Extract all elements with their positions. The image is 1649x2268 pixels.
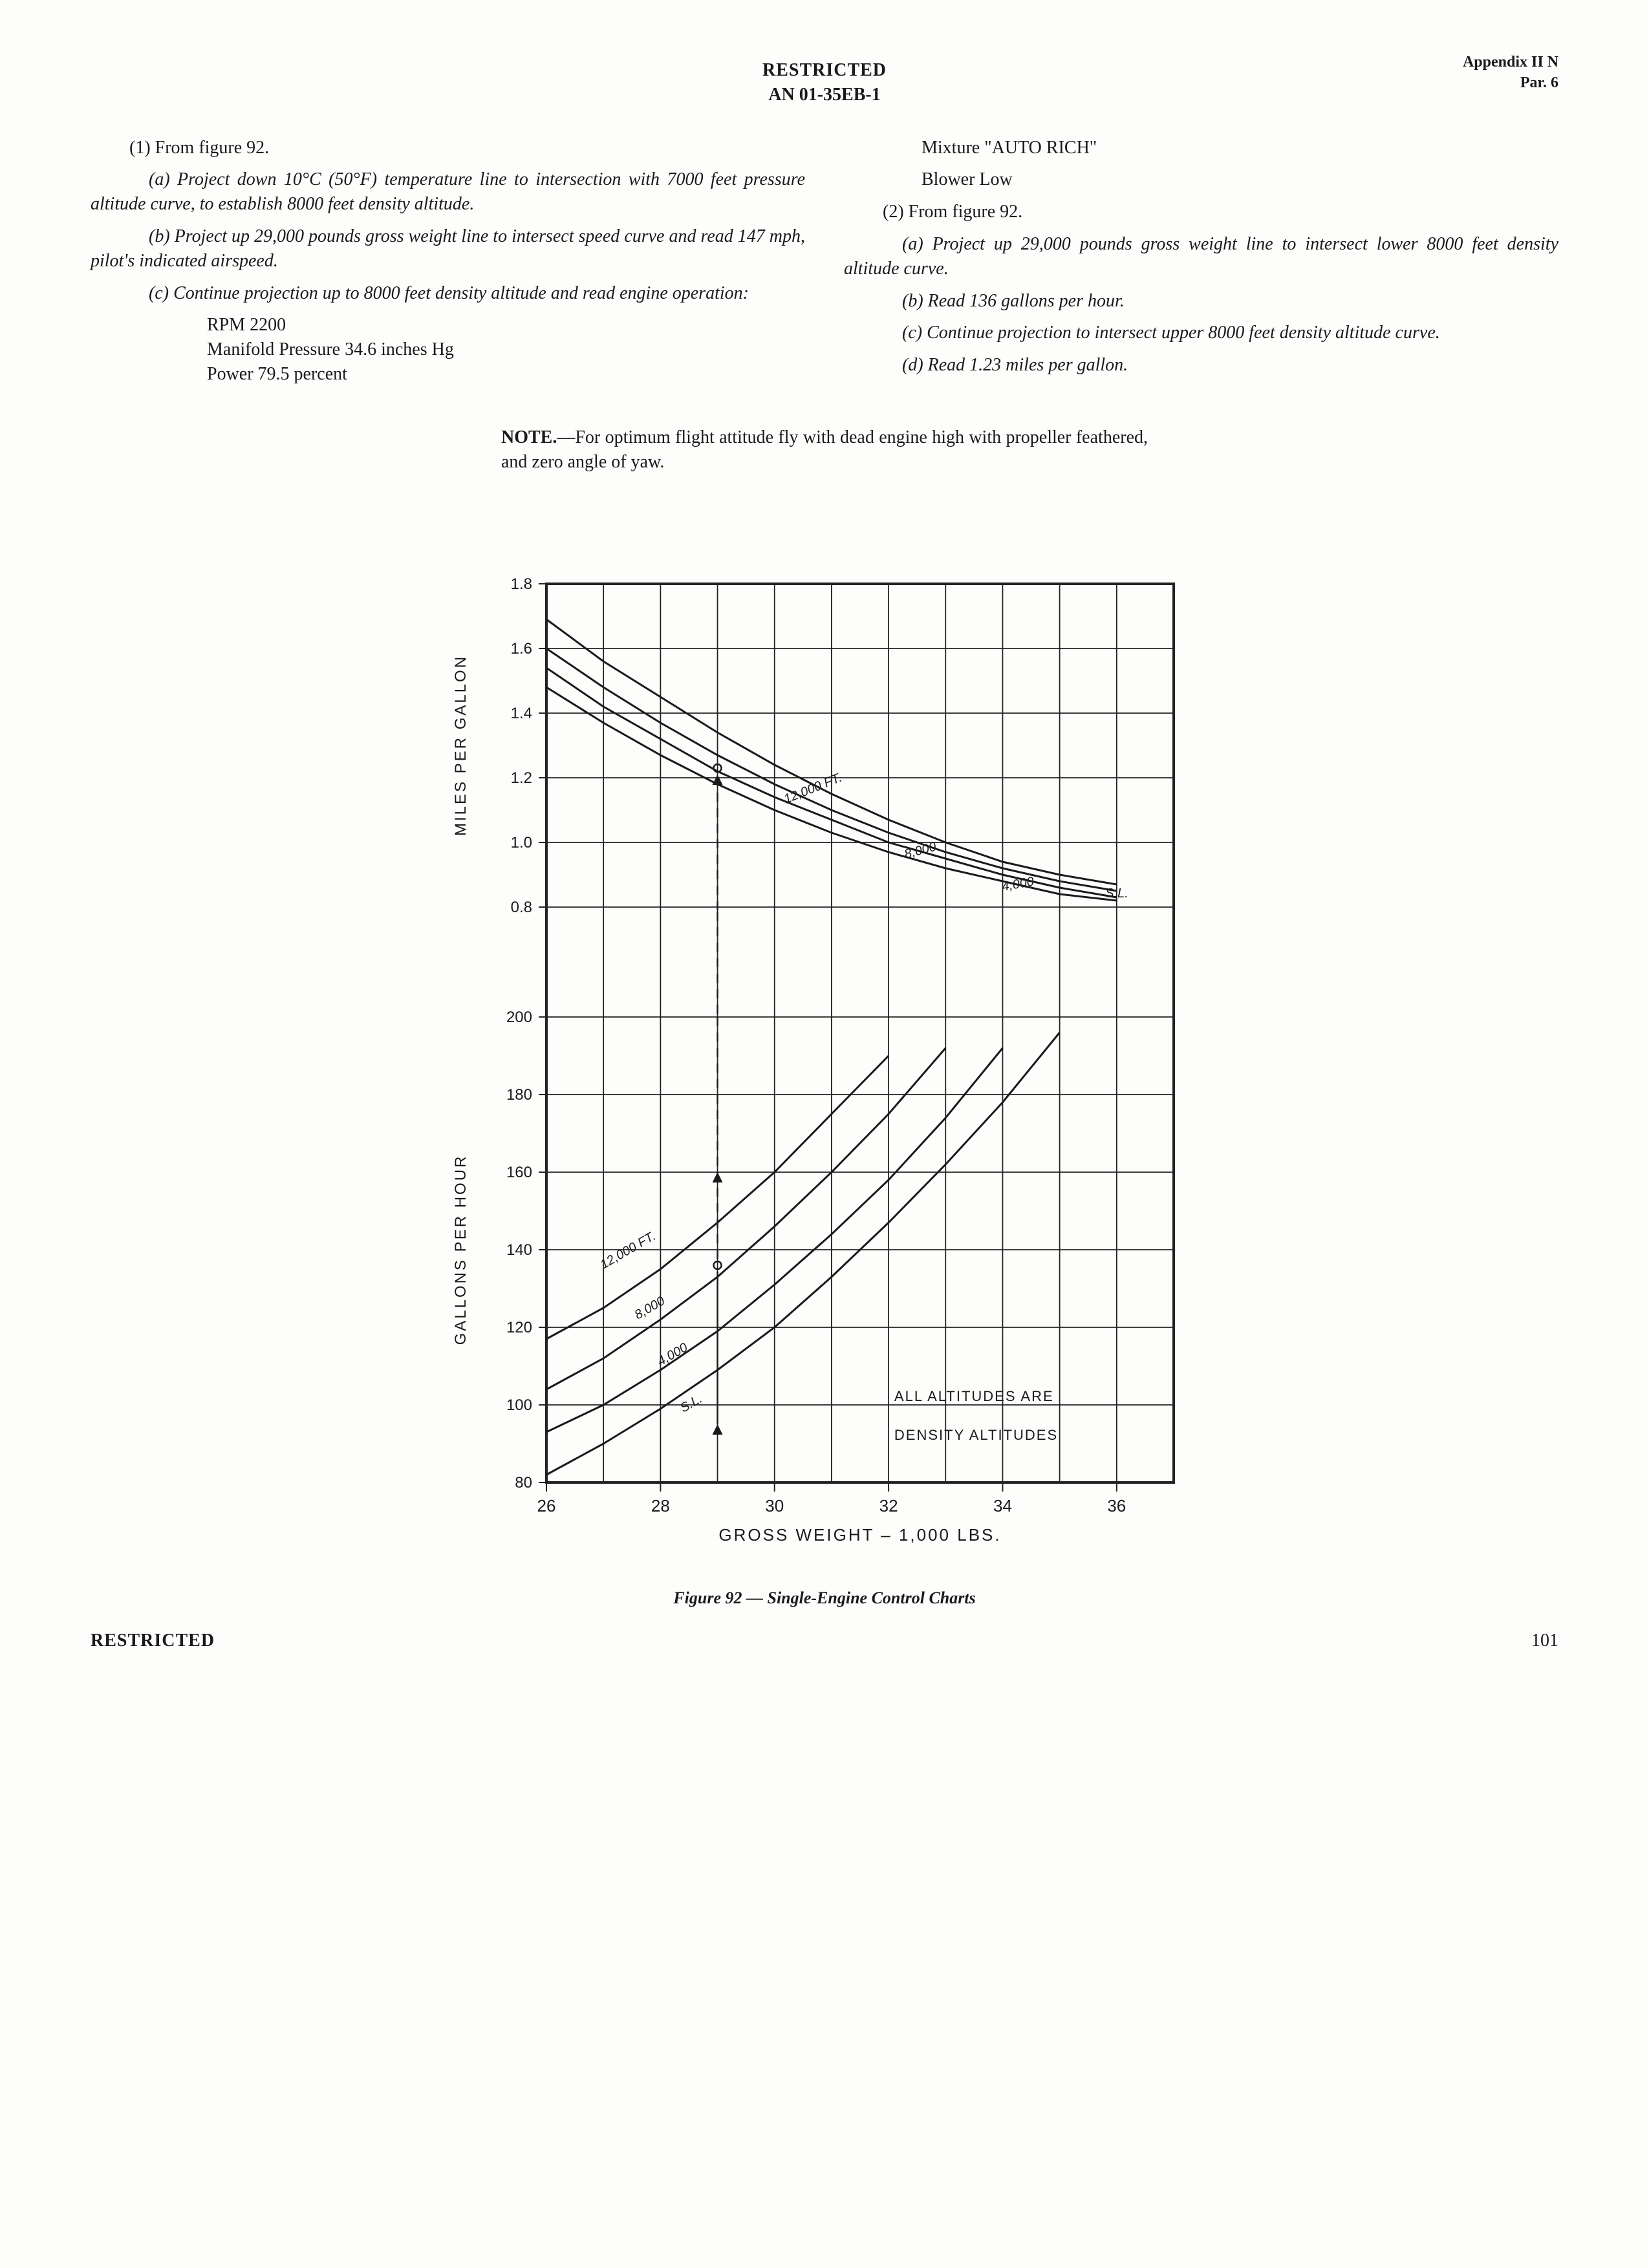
left-p2: (a) Project down 10°C (50°F) temperature… xyxy=(91,167,805,217)
engine-operation-block: RPM 2200 Manifold Pressure 34.6 inches H… xyxy=(207,313,805,386)
right-p5: (b) Read 136 gallons per hour. xyxy=(844,289,1558,314)
svg-text:1.4: 1.4 xyxy=(511,705,532,722)
page-footer: RESTRICTED 101 xyxy=(91,1629,1558,1653)
svg-text:34: 34 xyxy=(993,1496,1012,1515)
left-p4: (c) Continue projection up to 8000 feet … xyxy=(91,281,805,306)
footer-restricted: RESTRICTED xyxy=(91,1629,215,1653)
svg-text:1.6: 1.6 xyxy=(511,640,532,658)
note-body: —For optimum flight attitude fly with de… xyxy=(501,427,1148,472)
page-header: RESTRICTED AN 01-35EB-1 Appendix II N Pa… xyxy=(91,58,1558,107)
left-column: (1) From figure 92. (a) Project down 10°… xyxy=(91,133,805,387)
figure-caption: Figure 92 — Single-Engine Control Charts xyxy=(436,1587,1212,1609)
svg-text:28: 28 xyxy=(651,1496,670,1515)
svg-text:36: 36 xyxy=(1107,1496,1126,1515)
right-p3: (2) From figure 92. xyxy=(844,200,1558,224)
svg-text:GALLONS PER HOUR: GALLONS PER HOUR xyxy=(452,1155,469,1345)
svg-text:MILES PER GALLON: MILES PER GALLON xyxy=(452,655,469,836)
svg-text:1.8: 1.8 xyxy=(511,575,532,593)
svg-text:140: 140 xyxy=(506,1241,532,1259)
chart-figure: 26 28 30 32 34 36 GROSS WEIGHT – 1,000 LBS. 0.8… xyxy=(436,564,1212,1609)
engine-mp: Manifold Pressure 34.6 inches Hg xyxy=(207,337,805,362)
single-engine-chart: 26 28 30 32 34 36 GROSS WEIGHT – 1,000 LBS. 0.8… xyxy=(436,564,1212,1573)
svg-text:30: 30 xyxy=(765,1496,784,1515)
note-text: NOTE.—For optimum flight attitude fly wi… xyxy=(501,425,1148,475)
note-block: NOTE.—For optimum flight attitude fly wi… xyxy=(501,425,1148,475)
svg-text:32: 32 xyxy=(879,1496,898,1515)
engine-power: Power 79.5 percent xyxy=(207,362,805,387)
right-p7: (d) Read 1.23 miles per gallon. xyxy=(844,353,1558,378)
svg-text:200: 200 xyxy=(506,1009,532,1026)
note-label: NOTE. xyxy=(501,427,557,447)
svg-text:26: 26 xyxy=(537,1496,556,1515)
text-columns: (1) From figure 92. (a) Project down 10°… xyxy=(91,133,1558,387)
footer-page-number: 101 xyxy=(1531,1629,1558,1653)
right-p4: (a) Project up 29,000 pounds gross weigh… xyxy=(844,232,1558,281)
right-p6: (c) Continue projection to intersect upp… xyxy=(844,321,1558,345)
header-appendix: Appendix II N Par. 6 xyxy=(1463,52,1558,94)
engine-rpm: RPM 2200 xyxy=(207,313,805,337)
right-p2: Blower Low xyxy=(921,167,1558,192)
appendix-line-2: Par. 6 xyxy=(1463,72,1558,93)
header-doc-code: AN 01-35EB-1 xyxy=(91,83,1558,107)
svg-text:160: 160 xyxy=(506,1164,532,1181)
svg-text:S.L.: S.L. xyxy=(1105,886,1128,901)
header-restricted: RESTRICTED xyxy=(91,58,1558,83)
svg-text:0.8: 0.8 xyxy=(511,899,532,916)
svg-text:100: 100 xyxy=(506,1396,532,1414)
left-p3: (b) Project up 29,000 pounds gross weigh… xyxy=(91,224,805,273)
svg-text:120: 120 xyxy=(506,1319,532,1336)
right-column: Mixture "AUTO RICH" Blower Low (2) From … xyxy=(844,133,1558,387)
svg-text:180: 180 xyxy=(506,1086,532,1104)
right-p1: Mixture "AUTO RICH" xyxy=(921,136,1558,160)
svg-text:80: 80 xyxy=(515,1474,532,1492)
svg-text:DENSITY ALTITUDES: DENSITY ALTITUDES xyxy=(894,1427,1058,1443)
svg-text:1.2: 1.2 xyxy=(511,769,532,787)
left-p1: (1) From figure 92. xyxy=(91,136,805,160)
svg-text:4,000: 4,000 xyxy=(1001,875,1035,894)
appendix-line-1: Appendix II N xyxy=(1463,52,1558,72)
svg-text:GROSS WEIGHT – 1,000 LBS: GROSS WEIGHT – 1,000 LBS. xyxy=(718,1525,1001,1545)
svg-text:12,000 FT.: 12,000 FT. xyxy=(598,1229,658,1272)
svg-text:ALL ALTITUDES ARE: ALL ALTITUDES ARE xyxy=(894,1388,1054,1404)
svg-text:1.0: 1.0 xyxy=(511,834,532,851)
